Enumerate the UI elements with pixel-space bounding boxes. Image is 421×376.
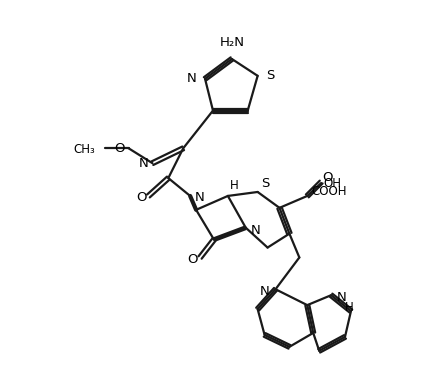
Text: N: N <box>187 72 196 85</box>
Text: N: N <box>260 285 269 298</box>
Text: S: S <box>261 177 270 190</box>
Text: N: N <box>139 157 149 170</box>
Text: O: O <box>136 191 147 205</box>
Text: N: N <box>195 191 205 205</box>
Text: O: O <box>114 142 125 155</box>
Text: COOH: COOH <box>311 185 347 199</box>
Text: O: O <box>188 253 198 266</box>
Text: CH₃: CH₃ <box>73 143 95 156</box>
Text: N: N <box>250 224 261 237</box>
Text: N: N <box>337 291 347 304</box>
Text: H: H <box>345 301 354 314</box>
Text: H: H <box>230 179 239 191</box>
Text: S: S <box>266 69 275 82</box>
Text: H₂N: H₂N <box>219 36 244 49</box>
Text: O: O <box>322 171 333 183</box>
Text: OH: OH <box>323 177 341 190</box>
